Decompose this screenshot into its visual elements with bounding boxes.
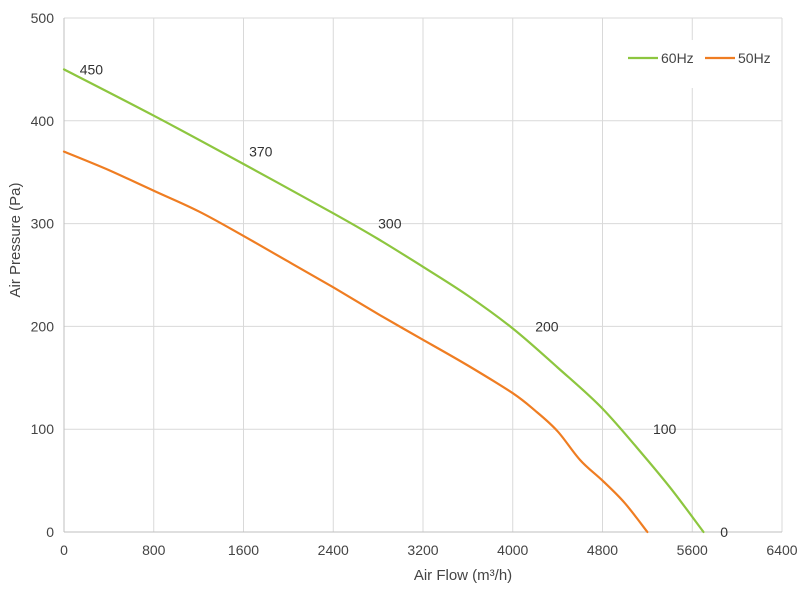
y-tick-label: 100 bbox=[31, 421, 55, 437]
x-tick-label: 6400 bbox=[766, 542, 797, 558]
axes bbox=[63, 18, 782, 533]
point-label: 200 bbox=[535, 318, 559, 334]
y-tick-label: 500 bbox=[31, 10, 55, 26]
x-tick-label: 4000 bbox=[497, 542, 528, 558]
x-axis-title: Air Flow (m³/h) bbox=[414, 567, 512, 584]
tick-labels: 0 800 1600 2400 3200 4000 4800 5600 640001002003… bbox=[31, 10, 798, 558]
y-tick-label: 400 bbox=[31, 113, 55, 129]
x-tick-label: 2400 bbox=[318, 542, 349, 558]
x-tick-label: 0 bbox=[60, 542, 68, 558]
legend: 60Hz 50Hz bbox=[620, 40, 780, 88]
point-label: 100 bbox=[653, 421, 677, 437]
series-lines bbox=[62, 68, 705, 534]
legend-background bbox=[620, 40, 780, 88]
y-tick-label: 200 bbox=[31, 318, 55, 334]
legend-label-50hz: 50Hz bbox=[738, 50, 771, 66]
y-tick-label: 0 bbox=[46, 524, 54, 540]
point-label: 0 bbox=[720, 524, 728, 540]
y-tick-label: 300 bbox=[31, 216, 55, 232]
x-tick-label: 5600 bbox=[677, 542, 708, 558]
point-label: 300 bbox=[378, 216, 402, 232]
legend-label-60hz: 60Hz bbox=[661, 50, 694, 66]
x-tick-label: 800 bbox=[142, 542, 166, 558]
grid-lines bbox=[64, 17, 783, 532]
point-label: 450 bbox=[80, 61, 104, 77]
point-label: 370 bbox=[249, 144, 273, 160]
series-line-60hz bbox=[62, 68, 705, 534]
x-tick-label: 3200 bbox=[407, 542, 438, 558]
x-tick-label: 4800 bbox=[587, 542, 618, 558]
y-axis-title: Air Pressure (Pa) bbox=[7, 182, 24, 297]
series-line-50hz bbox=[62, 150, 649, 534]
x-tick-label: 1600 bbox=[228, 542, 259, 558]
point-labels: 450 370 300 200 100 0 bbox=[80, 61, 729, 540]
